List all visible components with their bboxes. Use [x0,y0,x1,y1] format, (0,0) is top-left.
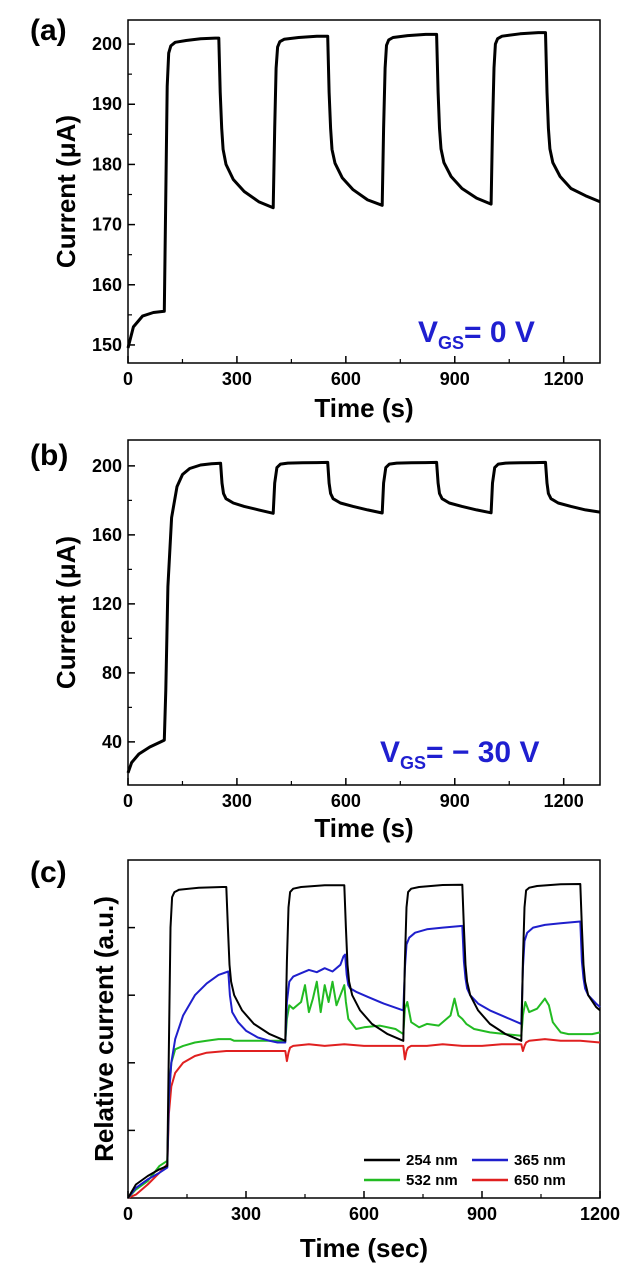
legend-entry: 254 nm [406,1152,458,1169]
panel-b-y-tick-label: 160 [92,525,122,545]
panel-a-annotation-main: V [418,316,438,349]
panel-a-series [126,31,601,349]
panel-b-x-tick-label: 900 [440,791,470,811]
legend-entry: 365 nm [514,1152,566,1169]
panel-a-annotation-sub: GS [438,333,464,353]
panel-b-x-axis-title: Time (s) [314,813,413,843]
panel-b-annotation-sub: GS [400,753,426,773]
panel-c-x-tick-labels: 0 300 600 900 1200 [123,1204,620,1224]
panel-c-x-tick-label: 600 [349,1204,379,1224]
panel-a-x-tick-label: 900 [440,369,470,389]
panel-b-y-tick-label: 120 [92,594,122,614]
panel-c-x-tick-label: 1200 [580,1204,620,1224]
panel-c-x-tick-label: 900 [467,1204,497,1224]
panel-a-x-tick-label: 0 [123,369,133,389]
panel-b-y-tick-labels: 40 80 120 160 200 [92,456,122,752]
legend-entry: 650 nm [514,1172,566,1189]
panel-b-x-tick-label: 600 [331,791,361,811]
panel-b-gate-voltage-annotation: VGS= − 30 V [380,736,539,773]
panel-c-x-tick-label: 300 [231,1204,261,1224]
panel-a-x-tick-label: 1200 [544,369,584,389]
panel-c-x-tick-label: 0 [123,1204,133,1224]
legend-entry: 532 nm [406,1172,458,1189]
panel-a-y-tick-label: 170 [92,215,122,235]
panel-b-x-tick-labels: 0 300 600 900 1200 [123,791,584,811]
panel-a-frame [127,19,601,364]
panel-b-series [126,460,601,774]
panel-a: (a) 0 300 600 900 1200 150 160 170 180 190 200 Ti… [30,14,601,423]
panel-c-legend: 254 nm 365 nm 532 nm 650 nm [364,1152,566,1189]
panel-a-x-axis-title: Time (s) [314,393,413,423]
panel-c-y-axis-title: Relative current (a.u.) [89,896,119,1162]
panel-a-y-tick-label: 180 [92,154,122,174]
panel-b-y-tick-label: 200 [92,456,122,476]
panel-a-y-axis-title: Current (μA) [51,115,81,268]
series-650-nm [127,1038,601,1199]
panel-c-x-axis-title: Time (sec) [300,1233,428,1263]
panel-b-annotation-rest: = − 30 V [426,736,539,769]
panel-c-ticks [127,926,601,1198]
panel-a-y-tick-labels: 150 160 170 180 190 200 [92,34,122,355]
panel-b: (b) 0 300 600 900 1200 40 80 120 160 200 Time (s… [30,439,601,843]
panel-b-y-tick-label: 80 [102,663,122,683]
panel-c-series [127,883,601,1199]
panel-b-x-tick-label: 1200 [544,791,584,811]
panel-a-x-tick-label: 300 [222,369,252,389]
series-532-nm [127,980,601,1199]
panel-a-current-trace [126,31,601,349]
panel-c-label: (c) [30,856,67,889]
panel-b-x-tick-label: 0 [123,791,133,811]
panel-a-y-tick-label: 200 [92,34,122,54]
panel-a-label: (a) [30,14,67,47]
panel-b-x-tick-label: 300 [222,791,252,811]
panel-a-x-tick-labels: 0 300 600 900 1200 [123,369,584,389]
series-254-nm [127,883,601,1199]
panel-b-label: (b) [30,439,68,472]
panel-b-frame [127,439,601,786]
panel-a-y-tick-label: 190 [92,94,122,114]
panel-a-gate-voltage-annotation: VGS= 0 V [418,316,535,353]
panel-b-annotation-main: V [380,736,400,769]
panel-a-y-tick-label: 150 [92,335,122,355]
panel-b-y-axis-title: Current (μA) [51,536,81,689]
panel-b-current-trace [126,460,601,774]
panel-c-frame [127,859,601,1199]
panel-b-ticks [127,465,565,785]
panel-b-y-tick-label: 40 [102,732,122,752]
panel-a-ticks [127,43,565,363]
panel-a-annotation-rest: = 0 V [464,316,535,349]
panel-a-y-tick-label: 160 [92,275,122,295]
panel-c: (c) 0 300 600 900 1200 Time (sec) Relative c… [30,856,620,1263]
panel-a-x-tick-label: 600 [331,369,361,389]
